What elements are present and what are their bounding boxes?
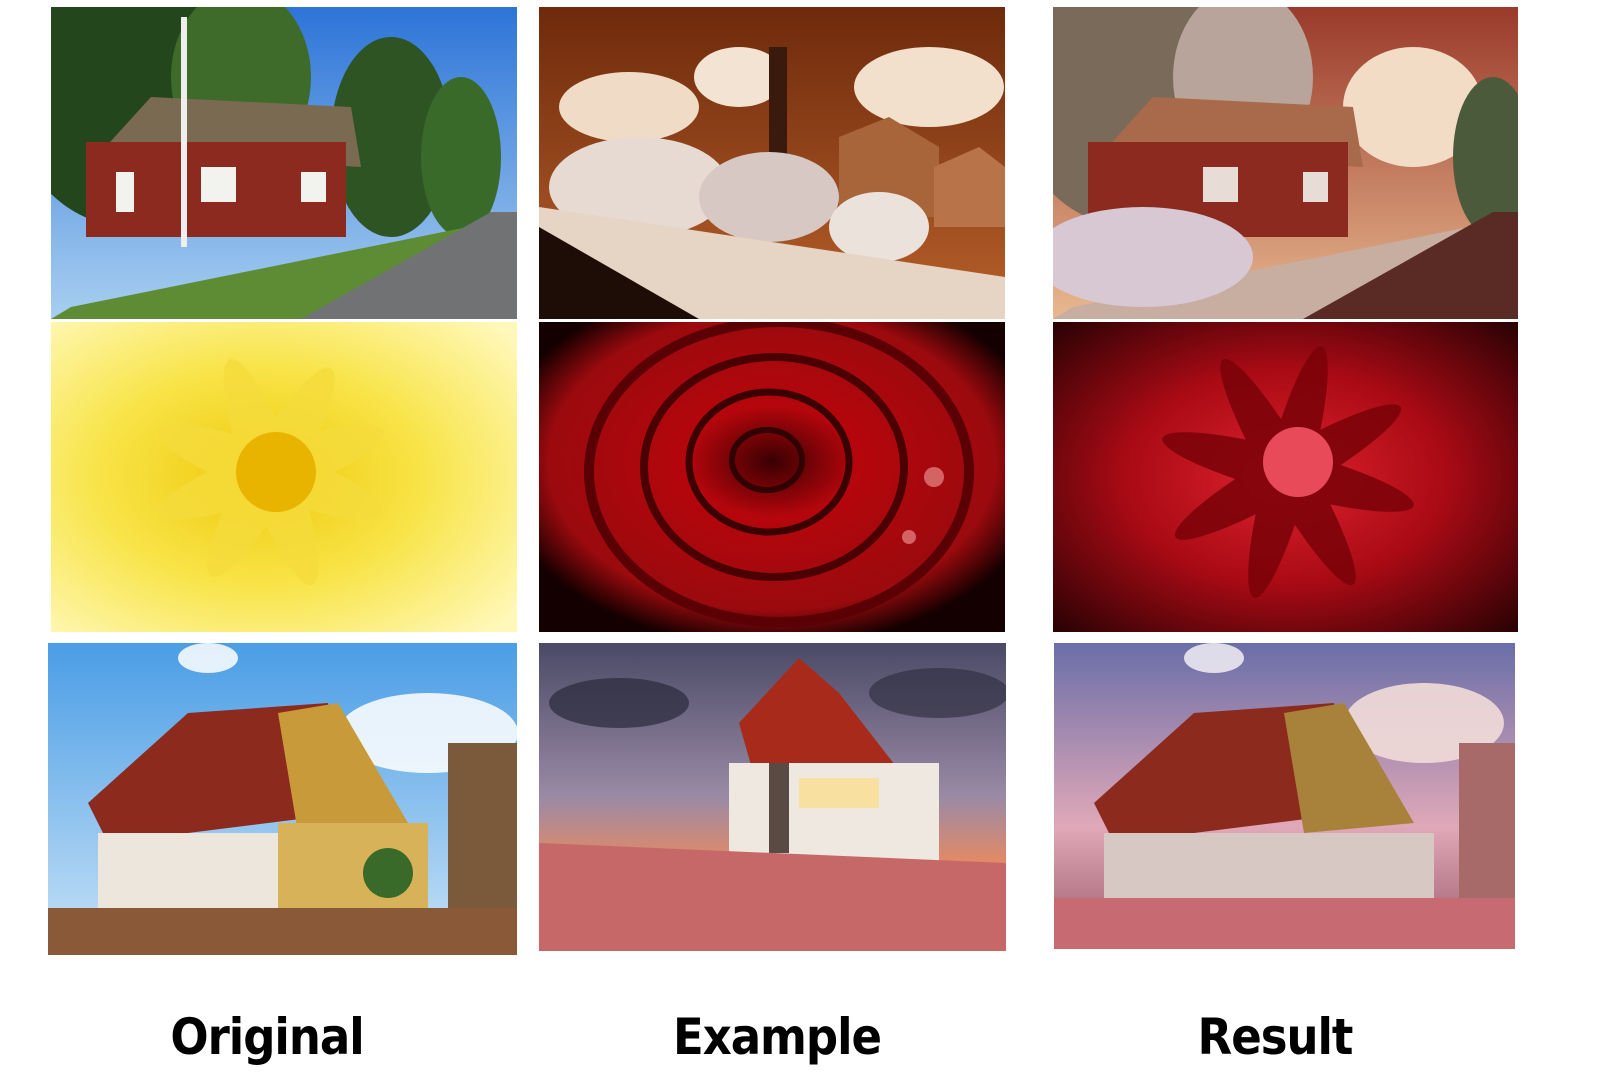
example-temple-sunset-photo <box>539 643 1006 951</box>
example-red-rose-photo <box>539 322 1005 632</box>
column-label-original: Original <box>170 1008 364 1066</box>
column-label-example: Example <box>672 1008 882 1066</box>
result-house-photo <box>1053 7 1518 319</box>
original-dahlia-photo <box>51 322 517 632</box>
column-label-result: Result <box>1197 1008 1354 1066</box>
result-dahlia-photo <box>1053 322 1518 632</box>
example-infrared-town-photo <box>539 7 1005 319</box>
original-house-photo <box>51 7 517 319</box>
original-temple-photo <box>48 643 517 955</box>
result-temple-photo <box>1054 643 1515 949</box>
